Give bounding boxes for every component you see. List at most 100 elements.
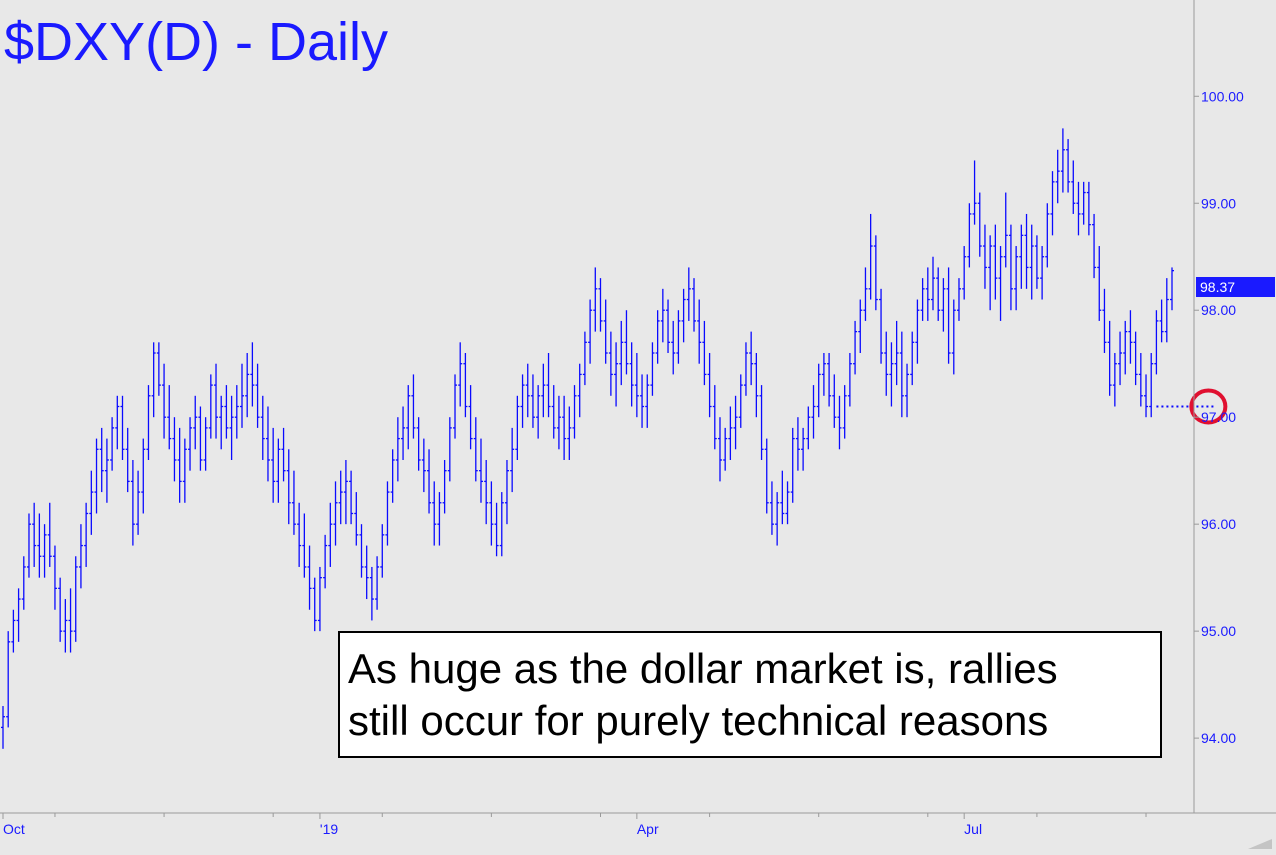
ohlc-bar [1086, 181, 1091, 236]
ohlc-bar [712, 385, 717, 450]
ohlc-bar [1071, 160, 1076, 214]
ohlc-bar [655, 310, 660, 364]
ohlc-bar [962, 246, 967, 300]
annotation-box: As huge as the dollar market is, rallies… [338, 631, 1162, 758]
ohlc-bar [946, 267, 951, 364]
ohlc-bar [1076, 181, 1081, 236]
x-axis: Oct'19AprJulOct [2, 813, 1147, 837]
ohlc-bar [297, 502, 302, 567]
ohlc-bar [743, 342, 748, 396]
ohlc-bar [577, 363, 582, 418]
ohlc-bar [89, 470, 94, 535]
ohlc-bar [193, 395, 198, 450]
ohlc-bar [863, 267, 868, 321]
ohlc-bar [894, 320, 899, 386]
ohlc-bar [629, 342, 634, 407]
ohlc-bar [1138, 353, 1143, 407]
ohlc-bar [692, 278, 697, 332]
ohlc-bar [593, 267, 598, 332]
y-axis: 100.00 99.00 98.00 97.00 96.00 95.00 94.00 [1194, 88, 1244, 746]
ohlc-bar [214, 363, 219, 439]
annotation-line-2: still occur for purely technical reasons [348, 697, 1049, 744]
ohlc-bar [541, 363, 546, 418]
ohlc-bar [188, 417, 193, 471]
ohlc-bar [307, 545, 312, 610]
x-tick-label: '19 [320, 821, 338, 837]
chart-title: $DXY(D) - Daily [4, 12, 388, 72]
ohlc-bar [343, 459, 348, 525]
ohlc-bar [1024, 213, 1029, 289]
ohlc-bar [1159, 299, 1164, 343]
ohlc-bar [510, 427, 515, 493]
ohlc-bar [686, 267, 691, 321]
ohlc-bar [276, 438, 281, 503]
ohlc-bar [1014, 246, 1019, 311]
ohlc-bar [437, 492, 442, 546]
ohlc-bar [317, 566, 322, 632]
ohlc-bar [993, 224, 998, 300]
ohlc-bar [265, 406, 270, 482]
ohlc-bar [842, 385, 847, 439]
ohlc-bar [551, 385, 556, 439]
ohlc-bar [520, 374, 525, 428]
ohlc-bar [328, 502, 333, 567]
last-price-tag-label: 98.37 [1200, 279, 1235, 295]
ohlc-bar [795, 417, 800, 471]
ohlc-bar [619, 320, 624, 386]
ohlc-bar [442, 459, 447, 514]
ohlc-bar [889, 342, 894, 407]
ohlc-bar [416, 417, 421, 471]
ohlc-bar [1102, 288, 1107, 354]
ohlc-bar [432, 481, 437, 546]
ohlc-bar [967, 203, 972, 268]
ohlc-bar [245, 353, 250, 418]
ohlc-bar [676, 310, 681, 364]
ohlc-bar [780, 470, 785, 525]
ohlc-bar [125, 427, 130, 493]
ohlc-bar [1034, 235, 1039, 289]
ohlc-bar [530, 374, 535, 428]
ohlc-bar [717, 417, 722, 482]
ohlc-bar [156, 342, 161, 396]
ohlc-bar [982, 224, 987, 289]
ohlc-bar [1040, 246, 1045, 300]
price-bars [1, 128, 1174, 749]
ohlc-bar [681, 288, 686, 343]
y-tick-label: 95.00 [1201, 623, 1236, 639]
ohlc-bar [873, 235, 878, 311]
ohlc-bar [504, 459, 509, 525]
ohlc-bar [369, 566, 374, 621]
ohlc-bar [6, 631, 11, 728]
ohlc-bar [110, 417, 115, 471]
ohlc-bar [47, 502, 52, 567]
ohlc-bar [32, 502, 37, 567]
ohlc-bar [21, 556, 26, 610]
ohlc-bar [208, 374, 213, 439]
ohlc-bar [977, 192, 982, 257]
ohlc-bar [1003, 192, 1008, 268]
ohlc-bar [821, 353, 826, 396]
y-tick-label: 96.00 [1201, 516, 1236, 532]
ohlc-bar [42, 524, 47, 578]
ohlc-bar [1060, 128, 1065, 193]
ohlc-bar [1008, 224, 1013, 311]
ohlc-bar [582, 331, 587, 386]
ohlc-bar [608, 331, 613, 396]
ohlc-bar [411, 374, 416, 439]
ohlc-bar [738, 374, 743, 428]
ohlc-bar [759, 385, 764, 460]
ohlc-bar [723, 427, 728, 471]
ohlc-bar [1118, 331, 1123, 386]
last-price-tag: 98.37 [1196, 277, 1275, 297]
ohlc-bar [26, 513, 31, 578]
ohlc-bar [453, 374, 458, 439]
ohlc-bar [141, 438, 146, 514]
ohlc-bar [1149, 353, 1154, 418]
ohlc-bar [463, 353, 468, 418]
ohlc-bar [697, 299, 702, 364]
ohlc-bar [603, 299, 608, 364]
ohlc-bar [972, 160, 977, 225]
ohlc-bar [489, 481, 494, 546]
ohlc-bar [63, 599, 68, 653]
ohlc-bar [1092, 213, 1097, 279]
